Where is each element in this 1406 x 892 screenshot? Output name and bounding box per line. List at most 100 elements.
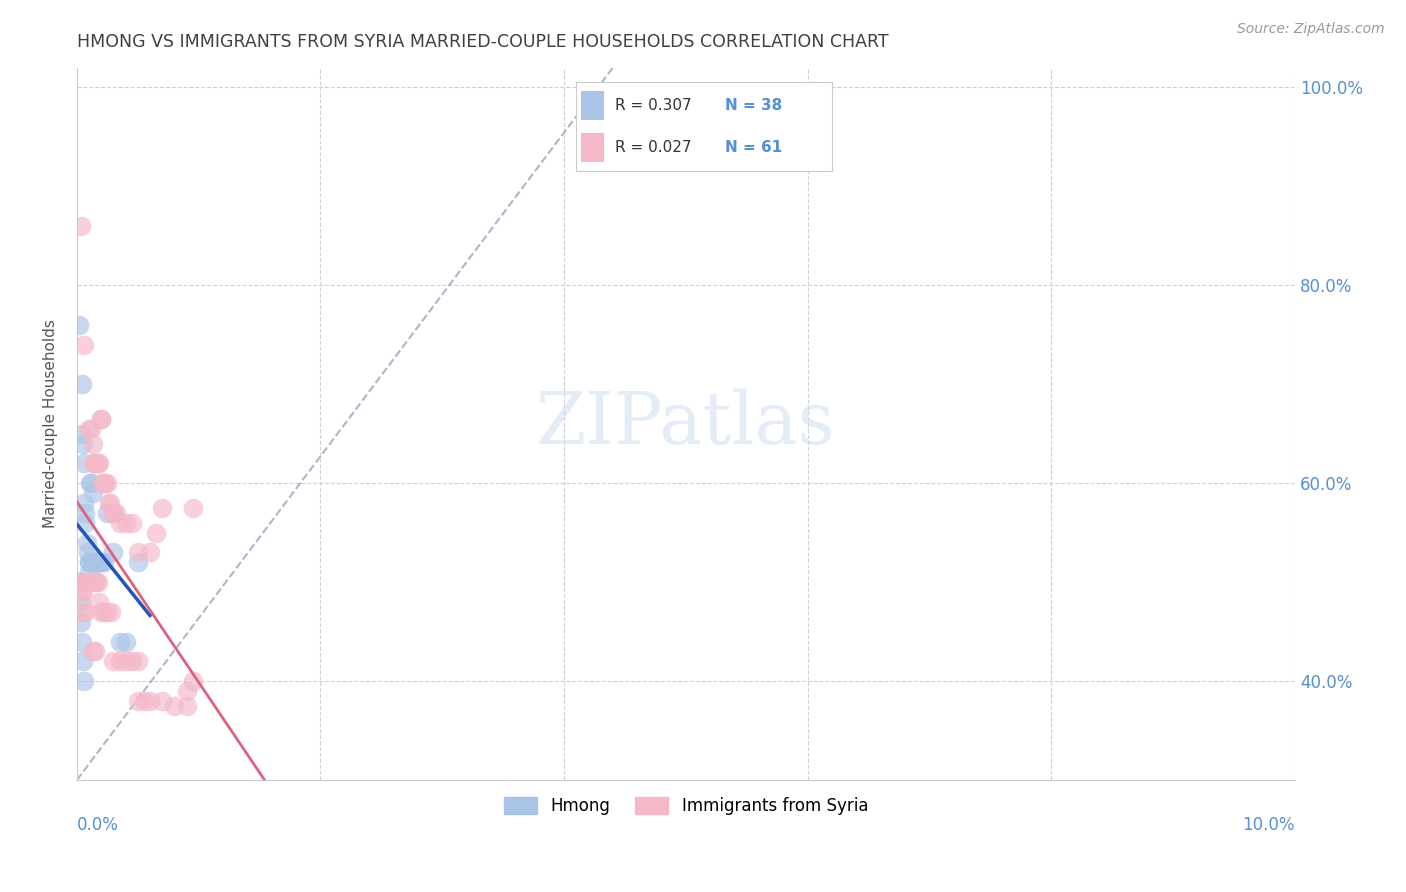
- Hmong: [93, 555, 115, 569]
- Hmong: [73, 674, 96, 689]
- Text: Source: ZipAtlas.com: Source: ZipAtlas.com: [1237, 22, 1385, 37]
- Immigrants from Syria: [82, 436, 104, 450]
- Hmong: [114, 634, 136, 648]
- Immigrants from Syria: [108, 654, 131, 668]
- Immigrants from Syria: [80, 575, 103, 590]
- Hmong: [72, 654, 94, 668]
- Immigrants from Syria: [150, 500, 173, 515]
- Immigrants from Syria: [96, 605, 118, 619]
- Immigrants from Syria: [176, 698, 198, 713]
- Immigrants from Syria: [114, 516, 136, 530]
- Immigrants from Syria: [77, 422, 100, 436]
- Immigrants from Syria: [86, 575, 108, 590]
- Hmong: [108, 634, 131, 648]
- Text: 0.0%: 0.0%: [77, 815, 118, 834]
- Immigrants from Syria: [87, 595, 110, 609]
- Immigrants from Syria: [139, 694, 162, 708]
- Immigrants from Syria: [69, 575, 91, 590]
- Immigrants from Syria: [84, 457, 107, 471]
- Hmong: [73, 496, 96, 510]
- Text: ZIPatlas: ZIPatlas: [536, 389, 835, 459]
- Hmong: [70, 426, 93, 441]
- Hmong: [87, 555, 110, 569]
- Hmong: [79, 476, 101, 491]
- Immigrants from Syria: [80, 422, 103, 436]
- Legend: Hmong, Immigrants from Syria: Hmong, Immigrants from Syria: [496, 790, 875, 822]
- Immigrants from Syria: [91, 476, 114, 491]
- Immigrants from Syria: [82, 644, 104, 658]
- Hmong: [77, 555, 100, 569]
- Immigrants from Syria: [103, 506, 125, 520]
- Hmong: [69, 595, 91, 609]
- Immigrants from Syria: [104, 506, 127, 520]
- Immigrants from Syria: [114, 654, 136, 668]
- Immigrants from Syria: [82, 457, 104, 471]
- Hmong: [76, 545, 98, 559]
- Hmong: [73, 457, 96, 471]
- Immigrants from Syria: [80, 575, 103, 590]
- Hmong: [77, 555, 100, 569]
- Immigrants from Syria: [84, 575, 107, 590]
- Immigrants from Syria: [145, 525, 167, 540]
- Hmong: [67, 318, 90, 332]
- Immigrants from Syria: [127, 654, 149, 668]
- Immigrants from Syria: [127, 545, 149, 559]
- Hmong: [82, 555, 104, 569]
- Immigrants from Syria: [90, 412, 112, 426]
- Immigrants from Syria: [127, 694, 149, 708]
- Immigrants from Syria: [86, 457, 108, 471]
- Immigrants from Syria: [72, 605, 94, 619]
- Immigrants from Syria: [103, 654, 125, 668]
- Hmong: [80, 476, 103, 491]
- Hmong: [69, 575, 91, 590]
- Text: 10.0%: 10.0%: [1243, 815, 1295, 834]
- Immigrants from Syria: [76, 575, 98, 590]
- Immigrants from Syria: [94, 476, 117, 491]
- Hmong: [82, 486, 104, 500]
- Immigrants from Syria: [77, 575, 100, 590]
- Hmong: [72, 436, 94, 450]
- Immigrants from Syria: [75, 605, 97, 619]
- Hmong: [84, 555, 107, 569]
- Hmong: [96, 506, 118, 520]
- Immigrants from Syria: [98, 496, 121, 510]
- Hmong: [75, 506, 97, 520]
- Hmong: [90, 555, 112, 569]
- Hmong: [90, 555, 112, 569]
- Hmong: [67, 575, 90, 590]
- Hmong: [103, 506, 125, 520]
- Immigrants from Syria: [84, 644, 107, 658]
- Immigrants from Syria: [108, 516, 131, 530]
- Hmong: [76, 535, 98, 549]
- Immigrants from Syria: [150, 694, 173, 708]
- Immigrants from Syria: [86, 575, 108, 590]
- Immigrants from Syria: [181, 500, 204, 515]
- Immigrants from Syria: [100, 605, 122, 619]
- Hmong: [86, 555, 108, 569]
- Hmong: [70, 634, 93, 648]
- Immigrants from Syria: [139, 545, 162, 559]
- Y-axis label: Married-couple Households: Married-couple Households: [44, 319, 58, 528]
- Immigrants from Syria: [86, 457, 108, 471]
- Immigrants from Syria: [181, 674, 204, 689]
- Hmong: [75, 516, 97, 530]
- Immigrants from Syria: [163, 698, 186, 713]
- Immigrants from Syria: [121, 654, 143, 668]
- Immigrants from Syria: [93, 476, 115, 491]
- Hmong: [83, 555, 105, 569]
- Immigrants from Syria: [69, 585, 91, 599]
- Immigrants from Syria: [90, 412, 112, 426]
- Immigrants from Syria: [97, 496, 120, 510]
- Immigrants from Syria: [72, 585, 94, 599]
- Immigrants from Syria: [69, 219, 91, 233]
- Immigrants from Syria: [103, 506, 125, 520]
- Hmong: [103, 545, 125, 559]
- Immigrants from Syria: [87, 457, 110, 471]
- Hmong: [127, 555, 149, 569]
- Hmong: [77, 566, 100, 580]
- Hmong: [70, 377, 93, 392]
- Immigrants from Syria: [121, 516, 143, 530]
- Immigrants from Syria: [90, 605, 112, 619]
- Immigrants from Syria: [93, 605, 115, 619]
- Text: HMONG VS IMMIGRANTS FROM SYRIA MARRIED-COUPLE HOUSEHOLDS CORRELATION CHART: HMONG VS IMMIGRANTS FROM SYRIA MARRIED-C…: [77, 33, 889, 51]
